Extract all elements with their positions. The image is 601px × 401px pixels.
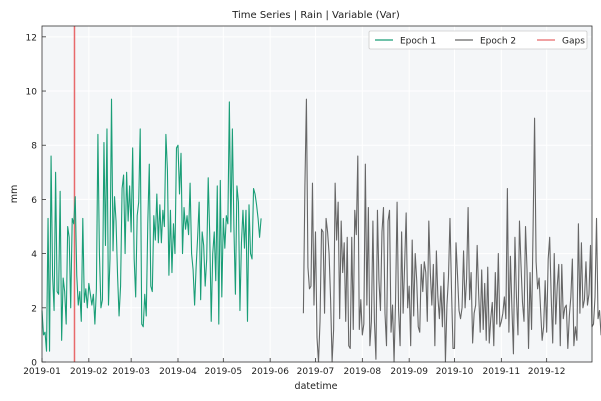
gap-bands [73,26,76,362]
x-tick-label: 2019-05 [205,367,243,377]
x-tick-label: 2019-01 [23,367,61,377]
gap-band [73,26,76,362]
y-tick-label: 2 [31,304,37,314]
y-tick-label: 4 [31,250,37,260]
chart-title: Time Series | Rain | Variable (Var) [231,10,400,21]
x-tick-label: 2019-07 [297,367,335,377]
legend-label: Epoch 1 [400,36,436,46]
legend: Epoch 1 Epoch 2 Gaps [368,30,588,50]
y-tick-label: 0 [31,359,37,369]
y-axis-label: mm [9,185,20,204]
y-tick-label: 10 [26,88,38,98]
x-axis: 2019-01 2019-02 2019-03 2019-04 2019-05 2019-… [23,358,565,377]
x-tick-label: 2019-03 [112,367,150,377]
series-group [41,98,601,363]
y-tick-label: 12 [26,33,37,43]
y-tick-label: 6 [31,196,37,206]
x-tick-label: 2019-04 [159,367,197,377]
x-tick-label: 2019-06 [251,367,289,377]
x-tick-label: 2019-09 [390,367,428,377]
x-tick-label: 2019-10 [436,367,474,377]
y-tick-label: 8 [31,142,37,152]
legend-box [368,30,588,50]
legend-label: Gaps [562,36,585,46]
y-axis: 0 2 4 6 8 10 12 [26,33,46,369]
x-tick-label: 2019-12 [528,367,566,377]
x-tick-label: 2019-11 [483,367,521,377]
series-line-epoch-2 [302,98,601,363]
legend-label: Epoch 2 [480,36,516,46]
x-tick-label: 2019-02 [70,367,108,377]
x-axis-label: datetime [295,381,338,392]
plot-frame [41,25,593,363]
series-line-epoch-1 [41,98,262,352]
x-tick-label: 2019-08 [344,367,382,377]
